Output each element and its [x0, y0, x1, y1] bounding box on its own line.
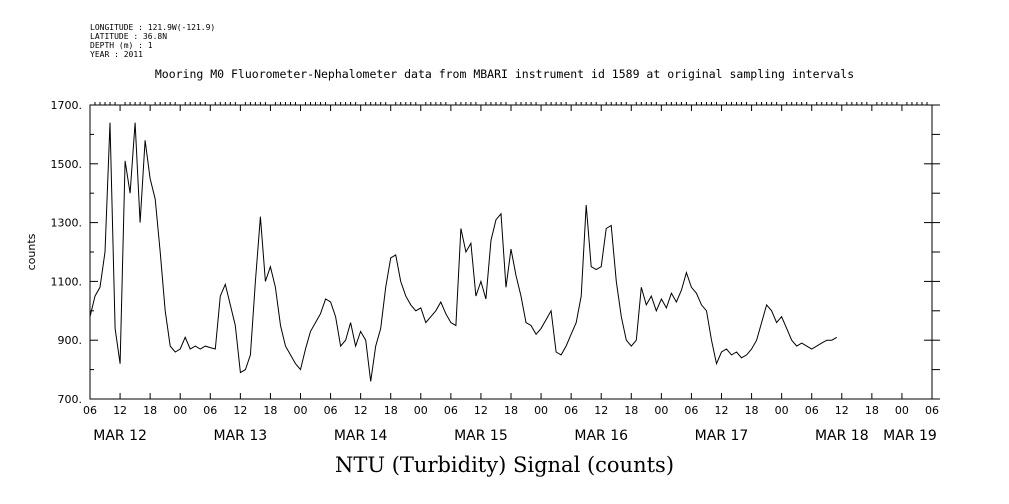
date-label: MAR 14	[334, 428, 388, 444]
x-tick-label: 18	[865, 404, 879, 417]
x-tick-label: 12	[113, 404, 127, 417]
y-axis-label: counts	[25, 233, 38, 270]
x-tick-label: 00	[775, 404, 789, 417]
x-tick-label: 06	[564, 404, 578, 417]
date-label: MAR 18	[815, 428, 869, 444]
x-tick-label: 06	[83, 404, 97, 417]
date-label: MAR 12	[93, 428, 147, 444]
x-tick-label: 12	[233, 404, 247, 417]
date-label: MAR 16	[574, 428, 628, 444]
chart-title: Mooring M0 Fluorometer-Nephalometer data…	[154, 67, 855, 81]
x-tick-label: 06	[444, 404, 458, 417]
y-tick-label: 900.	[58, 334, 83, 347]
x-tick-label: 18	[504, 404, 518, 417]
x-tick-label: 12	[835, 404, 849, 417]
y-tick-label: 1500.	[51, 158, 83, 171]
x-tick-label: 00	[173, 404, 187, 417]
x-tick-label: 12	[354, 404, 368, 417]
x-tick-label: 18	[624, 404, 638, 417]
x-tick-label: 12	[594, 404, 608, 417]
x-tick-label: 06	[805, 404, 819, 417]
date-label: MAR 19	[883, 428, 937, 444]
y-tick-label: 700.	[58, 393, 83, 406]
date-label: MAR 17	[695, 428, 749, 444]
date-label: MAR 15	[454, 428, 508, 444]
date-label: MAR 13	[214, 428, 268, 444]
x-axis: 06 12 18 00 06 12 18 00 06 12 18 00 06 12 18 00 06 12 18 00…	[83, 102, 939, 444]
x-tick-label: 12	[474, 404, 488, 417]
x-tick-label: 00	[895, 404, 909, 417]
x-axis-caption: NTU (Turbidity) Signal (counts)	[334, 453, 675, 477]
y-tick-label: 1300.	[51, 217, 83, 230]
x-tick-label: 06	[203, 404, 217, 417]
x-tick-label: 00	[294, 404, 308, 417]
x-tick-label: 06	[925, 404, 939, 417]
y-axis: 700. 900. 1100. 1300. 1500. 1700.	[51, 99, 940, 406]
longitude-label: LONGITUDE : 121.9W(-121.9)	[90, 23, 216, 32]
x-tick-label: 00	[534, 404, 548, 417]
x-tick-label: 18	[143, 404, 157, 417]
x-tick-label: 18	[745, 404, 759, 417]
y-tick-label: 1700.	[51, 99, 83, 112]
y-tick-label: 1100.	[51, 275, 83, 288]
x-tick-label: 18	[384, 404, 398, 417]
x-tick-label: 00	[654, 404, 668, 417]
x-tick-label: 12	[715, 404, 729, 417]
depth-label: DEPTH (m) : 1	[90, 41, 153, 50]
x-tick-label: 18	[263, 404, 277, 417]
x-tick-label: 06	[684, 404, 698, 417]
series-line	[89, 122, 838, 382]
latitude-label: LATITUDE : 36.8N	[90, 32, 168, 41]
x-tick-label: 00	[414, 404, 428, 417]
year-label: YEAR : 2011	[90, 50, 143, 59]
x-tick-label: 06	[324, 404, 338, 417]
